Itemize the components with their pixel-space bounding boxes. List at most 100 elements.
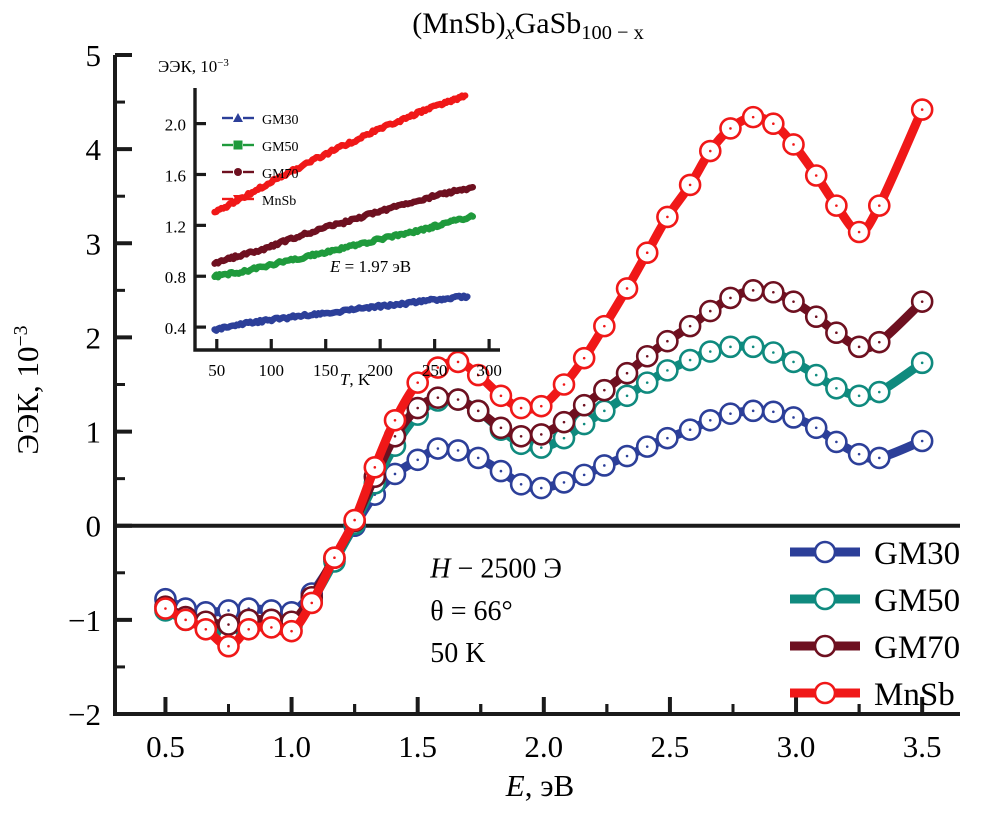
x-tick-label: 2.0 [524,729,563,764]
data-point-center [857,230,861,234]
annotation-3: 50 K [430,638,485,669]
inset-x-tick-label: 300 [476,361,502,380]
data-point-center [227,644,230,648]
data-point-center [835,204,838,207]
annotation-1: H − 2500 Э [429,553,562,584]
legend-item-gm50[interactable]: GM50 [790,583,960,619]
legend-item-gm30[interactable]: GM30 [790,536,960,572]
data-point-center [456,360,460,364]
data-point-center [792,300,795,303]
data-point-center [814,373,818,377]
data-point-center [416,458,419,462]
data-point-center [476,373,480,377]
data-point-center [857,345,861,349]
data-point-center [792,416,795,419]
data-point-center [625,371,629,375]
inset-legend-item-gm50[interactable]: GM50 [222,140,299,155]
data-point-center [499,426,503,430]
data-point-center [877,390,881,394]
x-axis-label: E, эВ [505,768,574,803]
inset-annotation: E = 1.97 эВ [329,257,411,276]
data-point-center [227,623,230,626]
data-point-center [877,204,881,207]
data-point-center [519,434,523,438]
y-tick-label: 4 [86,132,102,167]
data-point-center [476,456,480,460]
data-point-center [562,481,566,484]
data-point-center [456,449,460,452]
y-tick-label: 0 [86,509,102,544]
data-point-center [666,339,669,343]
legend-label: GM70 [874,630,960,666]
chart-title: (MnSb)xGaSb100 − x [412,7,644,44]
data-point-center [772,410,775,414]
data-point-center [625,394,629,398]
data-point-center [772,122,775,126]
inset-legend-label: GM70 [262,167,299,182]
inset-y-axis-label: ЭЭК, 10−3 [158,57,229,76]
legend-item-mnsb[interactable]: MnSb [790,677,955,713]
data-point-center [519,406,523,410]
y-tick-label: −2 [68,697,101,732]
data-point-center [539,486,543,490]
annotation-2: θ = 66° [430,596,512,627]
inset-legend-marker [234,168,242,176]
inset-legend-item-mnsb[interactable]: MnSb [222,194,296,209]
data-point-center [920,300,924,303]
inset-legend-label: GM50 [262,140,299,155]
inset-x-axis-label: T, K [340,370,371,389]
inset-legend-marker [233,140,243,150]
data-point-center [353,518,356,522]
data-point-center [499,394,503,398]
data-point-center [436,396,440,399]
data-point-center [877,340,881,344]
data-point-center [857,452,861,456]
data-point-center [835,386,838,390]
data-point-center [539,433,543,436]
data-point-center [729,345,732,349]
data-point-center [729,412,732,415]
data-point-center [204,627,208,631]
inset-y-tick-label: 0.4 [165,319,187,338]
data-point-center [688,324,692,328]
data-point-center [416,381,419,384]
legend-marker [813,587,837,611]
inset-series-mnsb [211,92,469,216]
y-axis-label: ЭЭК, 10−3 [10,325,45,454]
legend-item-gm70[interactable]: GM70 [790,630,960,666]
data-point-center [416,406,419,410]
data-point-center [645,445,649,448]
data-point-center [333,556,336,560]
data-point-center [772,351,775,354]
data-point-center [708,418,712,422]
inset-series-gm70 [211,183,477,267]
inset-legend-label: GM30 [262,113,299,128]
data-point-center [310,601,314,605]
data-point-center [835,331,838,335]
x-tick-label: 3.5 [903,729,942,764]
data-point-center [582,356,586,360]
data-point-center [688,358,692,362]
legend-marker [813,540,837,564]
data-point-center [539,404,543,408]
data-point-center [920,439,924,443]
data-point-center [603,388,606,392]
x-tick-label: 0.5 [146,729,185,764]
data-point-center [772,290,775,294]
data-point-center [645,381,649,384]
inset-y-tick-label: 1.2 [165,217,186,236]
data-point-center [499,469,503,473]
inset-legend-item-gm30[interactable]: GM30 [222,113,299,128]
data-point-center [792,360,795,364]
x-tick-label: 1.5 [398,729,437,764]
data-point-center [920,108,924,111]
inset-legend-item-gm70[interactable]: GM70 [222,167,299,182]
data-point-center [751,345,755,349]
data-point-center [393,472,397,476]
data-point-center [582,422,586,426]
x-tick-label: 3.0 [777,729,816,764]
data-point-center [751,409,755,413]
legend-label: GM30 [874,536,960,572]
y-tick-label: 2 [86,320,102,355]
inset-x-tick-label: 100 [259,361,285,380]
